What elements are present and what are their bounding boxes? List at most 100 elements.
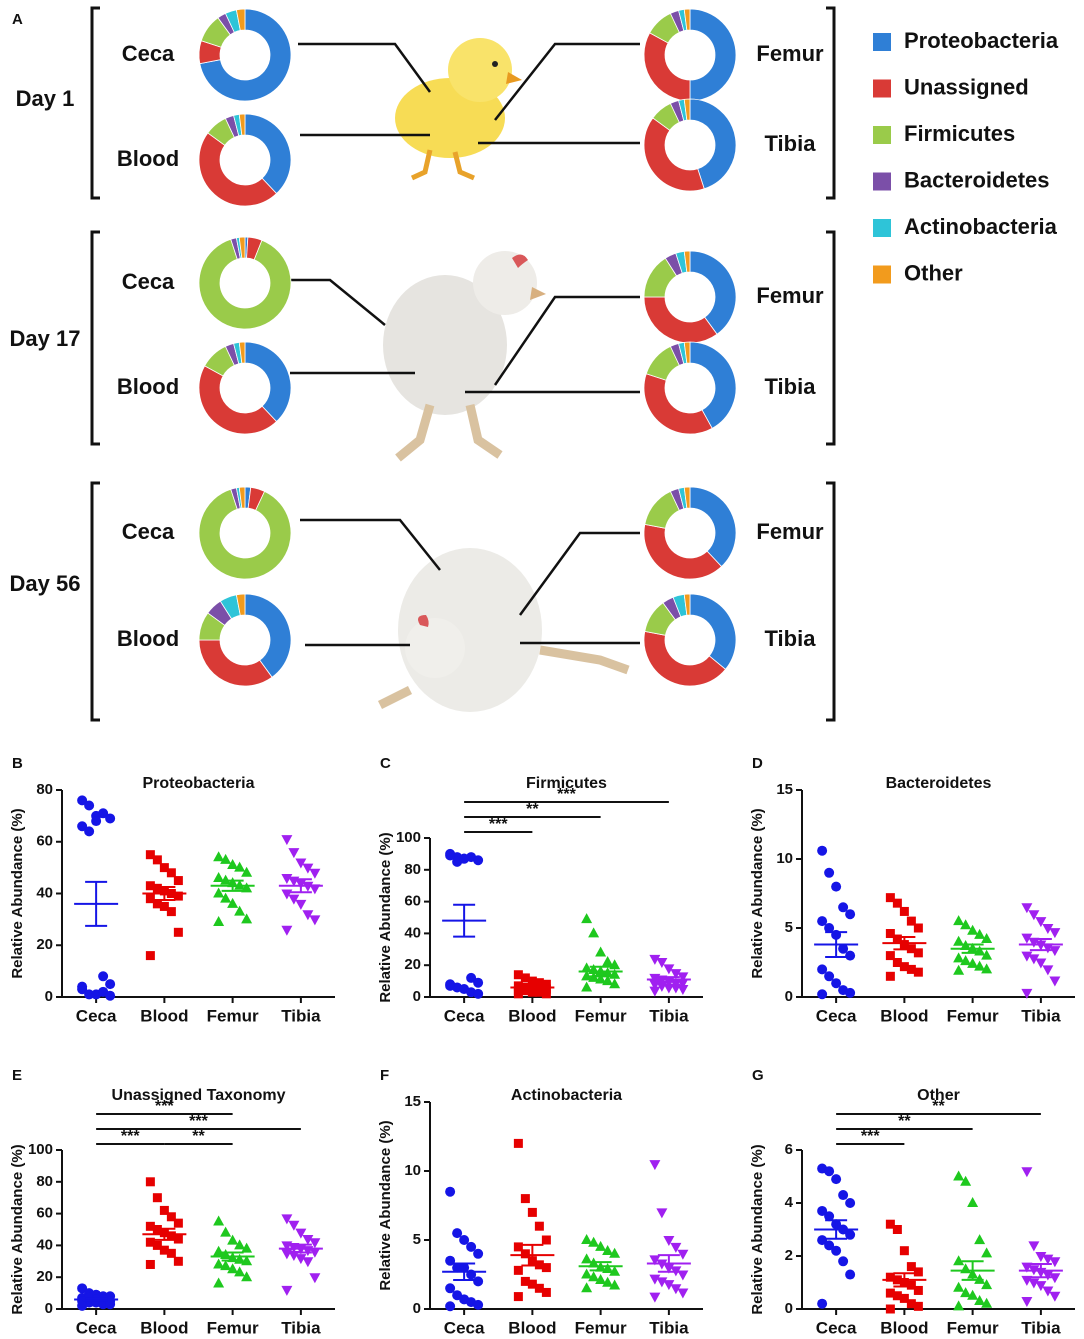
y-tick-label: 80 <box>36 1173 53 1190</box>
chick-photo <box>395 38 522 181</box>
data-point <box>960 919 972 930</box>
data-point <box>534 1283 544 1293</box>
data-point <box>541 989 551 999</box>
data-point <box>817 1235 828 1246</box>
data-point <box>466 972 477 983</box>
data-point <box>527 1279 537 1289</box>
data-point <box>967 957 979 968</box>
data-point <box>953 964 965 975</box>
data-point <box>473 1299 484 1310</box>
significance-label: ** <box>192 1128 205 1145</box>
data-point <box>677 978 689 989</box>
data-point <box>906 916 916 926</box>
data-point <box>831 1174 842 1185</box>
data-point <box>838 943 849 954</box>
data-point <box>166 1231 176 1241</box>
data-point <box>302 910 314 921</box>
day-label: Day 1 <box>16 86 75 111</box>
data-point <box>824 1211 835 1222</box>
data-point <box>309 1247 321 1258</box>
significance-label: *** <box>189 1113 208 1130</box>
data-point <box>98 971 109 982</box>
sample-label: Blood <box>117 374 179 399</box>
data-point <box>173 1256 183 1266</box>
data-point <box>445 1255 456 1266</box>
chicken-photo <box>377 548 630 712</box>
x-tick-label: Blood <box>140 1006 188 1025</box>
data-point <box>602 975 614 986</box>
data-point <box>602 1245 614 1256</box>
data-point <box>581 913 593 924</box>
data-point <box>227 859 239 870</box>
data-point <box>649 954 661 965</box>
data-point <box>817 989 828 1000</box>
data-point <box>309 1273 321 1284</box>
data-point <box>663 964 675 975</box>
donut-segment <box>643 523 723 580</box>
y-tick-label: 40 <box>36 1236 53 1253</box>
data-point <box>967 1289 979 1300</box>
x-tick-label: Ceca <box>444 1318 485 1337</box>
data-point <box>581 1234 593 1244</box>
x-tick-label: Tibia <box>649 1006 689 1025</box>
panel-label: F <box>380 1067 389 1084</box>
data-point <box>974 1234 986 1245</box>
significance-label: *** <box>121 1128 140 1145</box>
data-point <box>1049 946 1061 957</box>
y-axis-label: Relative Abundance (%) <box>377 1120 394 1290</box>
brackets <box>90 6 836 722</box>
data-point <box>1028 954 1040 965</box>
data-point <box>77 981 88 992</box>
panel-label: C <box>380 755 391 772</box>
data-point <box>241 1242 253 1253</box>
panel-label: D <box>752 755 763 772</box>
data-point <box>1021 933 1033 944</box>
data-point <box>817 1298 828 1309</box>
y-tick-label: 20 <box>36 1268 53 1285</box>
data-point <box>1049 1257 1061 1268</box>
x-tick-label: Tibia <box>1021 1006 1061 1025</box>
data-point <box>953 1281 965 1292</box>
sample-label: Tibia <box>765 131 817 156</box>
panel-label: A <box>12 11 23 28</box>
data-point <box>885 893 895 903</box>
data-point <box>892 898 902 908</box>
data-point <box>1021 1262 1033 1273</box>
legend-label: Other <box>904 260 963 285</box>
data-point <box>906 1299 916 1309</box>
data-point <box>1035 917 1047 928</box>
data-point <box>84 800 95 811</box>
data-point <box>1021 988 1033 999</box>
bracket <box>90 481 100 722</box>
y-tick-label: 80 <box>36 781 53 798</box>
data-point <box>473 855 484 866</box>
legend-swatch <box>873 265 891 284</box>
donut-segment <box>683 98 691 121</box>
data-point <box>220 1260 232 1271</box>
y-tick-label: 100 <box>396 829 421 846</box>
chart-title: Unassigned Taxonomy <box>112 1087 286 1104</box>
data-point <box>541 1235 551 1245</box>
data-point <box>845 909 856 920</box>
y-tick-label: 0 <box>785 988 793 1005</box>
y-tick-label: 60 <box>36 1205 53 1222</box>
data-point <box>77 821 88 832</box>
donut-segment <box>643 630 727 687</box>
sample-label: Ceca <box>122 269 175 294</box>
data-point <box>213 1258 225 1269</box>
data-point <box>513 970 523 980</box>
x-tick-label: Tibia <box>281 1318 321 1337</box>
x-tick-label: Ceca <box>444 1006 485 1025</box>
data-point <box>1035 958 1047 969</box>
donut-segment <box>244 113 292 195</box>
legend-swatch <box>873 79 891 98</box>
donut-segment <box>235 8 246 31</box>
data-point <box>953 952 965 963</box>
data-point <box>234 905 246 916</box>
data-point <box>649 1255 661 1266</box>
data-point <box>845 1269 856 1280</box>
donut-segment <box>198 488 292 580</box>
donut-segment <box>643 373 713 435</box>
donut-segment <box>643 117 705 192</box>
